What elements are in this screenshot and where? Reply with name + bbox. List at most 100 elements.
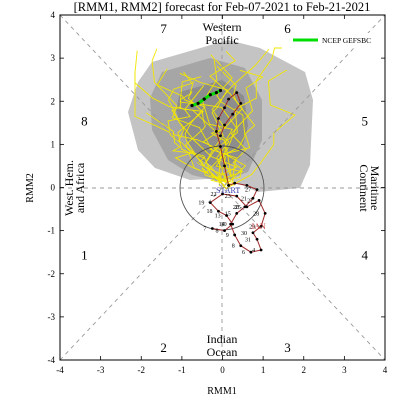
region-label-right-line1: Maritime — [368, 166, 382, 211]
ensemble-member-line — [177, 85, 229, 182]
x-tick-label: 0 — [220, 365, 225, 375]
observed-day-label: 10 — [221, 222, 227, 228]
x-tick-label: 2 — [302, 365, 307, 375]
y-tick-label: -1 — [48, 226, 56, 236]
forecast-point — [223, 106, 226, 110]
observed-point — [251, 231, 255, 235]
observed-point — [263, 211, 267, 215]
x-axis-label: RMM1 — [207, 386, 236, 397]
phase-number-label: 7 — [160, 21, 167, 36]
forecast-point — [223, 164, 226, 168]
observed-point — [233, 181, 237, 185]
region-label-top-line2: Pacific — [205, 33, 238, 47]
observed-point — [223, 229, 226, 233]
observed-day-label: 7 — [203, 226, 206, 232]
ensemble-member-line — [216, 66, 256, 190]
y-tick-label: -4 — [48, 355, 56, 365]
observed-point — [231, 222, 235, 226]
observed-point — [229, 222, 233, 226]
ensemble-member-line — [202, 54, 233, 183]
phase-number-label: 6 — [284, 21, 291, 36]
observed-point — [255, 188, 259, 192]
observed-point — [259, 224, 263, 228]
observed-day-label: 27 — [247, 198, 253, 204]
ensemble-mean-track — [190, 88, 223, 108]
phase-number-label: 8 — [81, 114, 88, 129]
observed-day-label: 22 — [211, 192, 217, 198]
observed-day-label: 14 — [219, 222, 225, 228]
observed-day-label: 27 — [245, 188, 251, 194]
y-tick-label: 4 — [51, 10, 56, 20]
ensemble-member-line — [225, 69, 296, 190]
observed-day-label: 13 — [215, 214, 221, 220]
observed-day-label: 8 — [232, 244, 235, 250]
region-label-top-line1: Western — [202, 20, 241, 34]
observed-day-label: 4 — [252, 248, 255, 254]
observed-point — [245, 205, 249, 209]
y-tick-label: 1 — [51, 139, 56, 149]
region-label-left-line2: and Africa — [73, 162, 87, 213]
observed-track-line — [209, 182, 266, 253]
phase-number-label: 3 — [284, 340, 291, 355]
observed-day-label: 19 — [198, 201, 204, 207]
observed-point — [233, 233, 237, 237]
ensemble-mean-point — [218, 88, 223, 93]
x-tick-label: 3 — [342, 365, 347, 375]
observed-point — [225, 214, 228, 217]
observed-day-label: 18 — [206, 209, 212, 215]
chart-title: [RMM1, RMM2] forecast for Feb-07-2021 to… — [74, 0, 371, 14]
x-tick-label: -4 — [56, 365, 64, 375]
forecast-point — [219, 145, 222, 148]
observed-point — [257, 199, 261, 202]
diagonal-line-descending — [59, 14, 386, 361]
phase-number-label: 5 — [361, 114, 368, 129]
region-label-bottom-line2: Ocean — [207, 345, 238, 359]
observed-point — [235, 211, 239, 215]
forecast-point — [235, 91, 239, 95]
observed-point — [251, 196, 255, 200]
x-axis-ticks: -4 -3 -2 -1 0 1 2 3 4 — [56, 15, 388, 375]
observed-point — [239, 244, 243, 248]
phase-number-label: 4 — [361, 247, 368, 262]
observed-point — [208, 201, 212, 204]
y-tick-label: -3 — [48, 312, 56, 322]
observed-day-label: 30 — [241, 231, 247, 237]
forecast-point — [223, 123, 226, 127]
x-tick-label: -2 — [138, 365, 146, 375]
ensemble-member-line — [179, 76, 244, 180]
y-tick-label: 2 — [51, 96, 56, 106]
observed-day-label: 28 — [253, 211, 259, 217]
x-tick-label: -3 — [97, 365, 105, 375]
legend-box — [290, 33, 380, 46]
observed-day-label: 29 — [249, 224, 255, 230]
forecast-point — [231, 112, 235, 116]
forecast-point — [227, 97, 230, 101]
ensemble-members — [134, 47, 296, 190]
month-marker-label: JAN — [251, 222, 266, 231]
diagonal-dashed-lines — [59, 14, 386, 361]
observed-point — [249, 250, 253, 254]
x-tick-label: 1 — [261, 365, 266, 375]
observed-point — [221, 192, 224, 196]
ensemble-member-line — [220, 69, 264, 181]
observed-point — [217, 209, 220, 213]
observed-day-label: 20 — [233, 205, 239, 211]
legend: NCEP GEFSBC — [290, 33, 380, 46]
forecast-point — [217, 117, 220, 120]
y-tick-label: 3 — [51, 53, 56, 63]
forecast-track-line — [215, 91, 242, 186]
region-label-right-line2: Continent — [357, 164, 371, 212]
observed-point — [210, 227, 214, 230]
observed-point — [243, 205, 247, 209]
ensemble-mean-point — [208, 93, 212, 97]
ensemble-member-line — [215, 59, 246, 182]
forecast-point — [227, 183, 230, 187]
ensemble-mean-point — [202, 97, 206, 101]
region-label-left-line1: West. Hem. — [62, 160, 76, 216]
diagonal-line-ascending — [59, 14, 386, 361]
ensemble-mean-point — [214, 91, 219, 95]
phase-number-label: 2 — [160, 340, 167, 355]
